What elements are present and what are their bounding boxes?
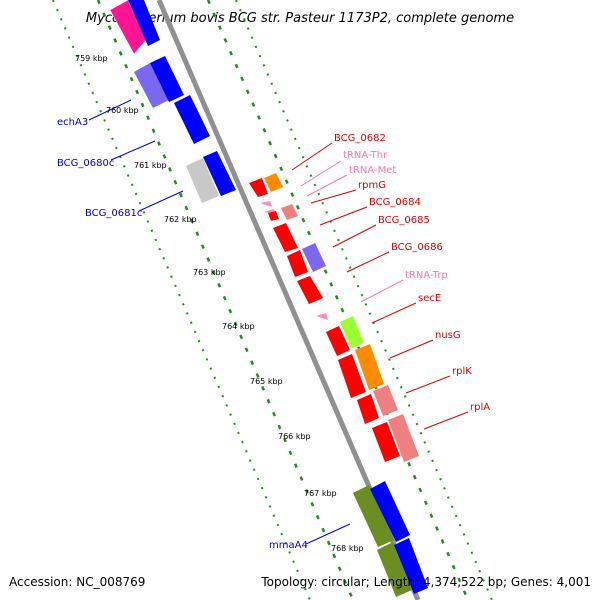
gene-red-secE xyxy=(326,326,350,356)
gene-rpmG xyxy=(281,204,298,220)
scale-label: 763 kbp xyxy=(193,268,226,277)
callout-line xyxy=(423,411,469,430)
scale-label: 765 kbp xyxy=(250,377,283,386)
callout-line xyxy=(346,251,390,273)
gene-label: BCG_0686 xyxy=(391,242,443,253)
callout-line xyxy=(138,190,184,212)
callout-line xyxy=(300,160,342,187)
gene-label: nusG xyxy=(435,330,461,341)
gene-echA3 xyxy=(134,63,169,108)
gene-label: BCG_0680c xyxy=(57,158,114,169)
gene-label: secE xyxy=(418,293,441,304)
reverse-strand-genes xyxy=(109,0,428,597)
gene-nusG xyxy=(355,344,384,390)
gene-labels: echA3 BCG_0680c BCG_0681c mmaA4 BCG_0682 tRNA… xyxy=(57,117,490,551)
callout-lines xyxy=(88,99,469,545)
callout-line xyxy=(291,142,333,171)
gene-blue-761 xyxy=(203,151,236,196)
accession-text: Accession: NC_008769 xyxy=(9,575,145,589)
gene-BCG_0686 xyxy=(287,250,308,277)
gene-label: mmaA4 xyxy=(269,540,308,551)
gene-orange-small xyxy=(264,173,283,192)
gene-blue-759 xyxy=(150,56,184,102)
callout-line xyxy=(360,279,404,303)
gene-tRNA-Trp xyxy=(316,313,328,320)
gene-rplA xyxy=(388,414,419,462)
gene-blue-top xyxy=(128,0,160,46)
scale-labels: 759 kbp 760 kbp 761 kbp 762 kbp 763 kbp 764 k… xyxy=(75,54,364,553)
scale-label: 761 kbp xyxy=(134,161,167,170)
scale-label: 766 kbp xyxy=(278,432,311,441)
gene-red-0686b xyxy=(297,276,323,304)
genome-summary-text: Topology: circular; Length: 4,374,522 bp… xyxy=(260,575,591,589)
gene-red-rplK xyxy=(357,394,379,424)
callout-line xyxy=(332,224,377,248)
gene-label: rplA xyxy=(470,402,490,413)
scale-label: 759 kbp xyxy=(75,54,108,63)
gene-BCG_0681c xyxy=(186,158,219,203)
gene-BCG_0684 xyxy=(273,223,298,252)
gene-label: rplK xyxy=(452,366,472,377)
callout-line xyxy=(371,302,417,324)
callout-line xyxy=(305,523,351,545)
gene-red-rpmG xyxy=(268,211,279,221)
gene-label: BCG_0682 xyxy=(334,133,386,144)
gene-BCG_0685 xyxy=(302,243,326,272)
callout-line xyxy=(110,140,156,161)
gene-BCG_0682 xyxy=(249,178,268,197)
gene-label: echA3 xyxy=(57,117,88,128)
gene-label: rpmG xyxy=(358,180,386,191)
gene-label: tRNA-Trp xyxy=(405,270,448,281)
callout-line xyxy=(405,375,451,394)
callout-line xyxy=(306,174,348,197)
map-title: Mycobacterium bovis BCG str. Pasteur 117… xyxy=(86,11,514,26)
gene-mmaA4 xyxy=(353,485,394,547)
gene-blue-767 xyxy=(370,481,410,542)
gene-label: tRNA-Met xyxy=(349,165,396,176)
gene-label: BCG_0684 xyxy=(369,197,421,208)
gene-red-nusG xyxy=(338,354,366,398)
gene-secE xyxy=(340,316,364,348)
gene-blue-768 xyxy=(394,538,428,594)
gene-label: tRNA-Thr xyxy=(343,150,388,161)
gene-olive-768 xyxy=(377,542,412,597)
scale-label: 764 kbp xyxy=(222,322,255,331)
gene-label: BCG_0681c xyxy=(85,208,142,219)
gene-label: BCG_0685 xyxy=(378,215,430,226)
gene-rplK xyxy=(373,385,398,416)
scale-label: 768 kbp xyxy=(331,544,364,553)
track-inner-left xyxy=(96,0,355,600)
dotted-tracks xyxy=(52,0,493,600)
gene-red-rplA xyxy=(372,422,400,462)
forward-strand-genes xyxy=(249,173,419,462)
callout-line xyxy=(88,99,132,121)
scale-label: 760 kbp xyxy=(106,106,139,115)
scale-label: 767 kbp xyxy=(304,489,337,498)
gene-tRNA-Thr xyxy=(260,201,272,207)
callout-line xyxy=(310,189,357,204)
callout-line xyxy=(319,206,368,226)
gene-BCG_0680c xyxy=(174,95,210,144)
scale-label: 762 kbp xyxy=(164,215,197,224)
callout-line xyxy=(389,339,434,359)
